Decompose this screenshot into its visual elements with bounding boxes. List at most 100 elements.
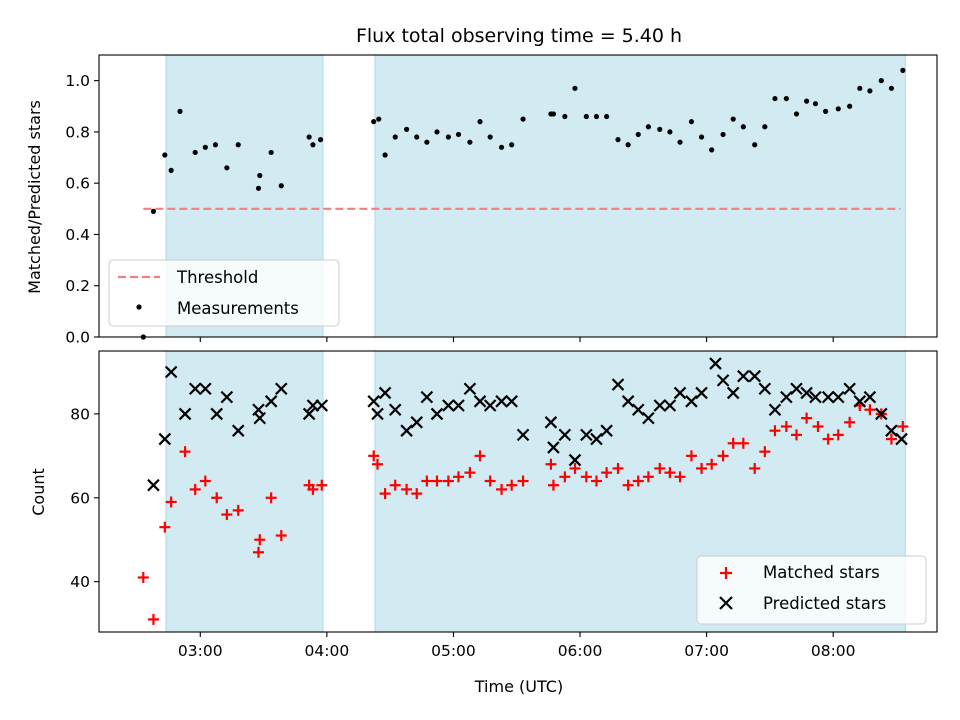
- measurement-point: [730, 116, 736, 122]
- x-stroke: [516, 428, 530, 442]
- shaded-interval-0: [166, 351, 324, 632]
- matched-star-point: [674, 471, 686, 483]
- measurement-point: [783, 95, 789, 102]
- predicted-star-point: [516, 428, 530, 442]
- x-stroke: [315, 399, 329, 412]
- y-tick-label: 0.8: [65, 123, 90, 141]
- measurement-point: [709, 147, 715, 153]
- predicted-star-point: [875, 407, 888, 421]
- predicted-star-point: [885, 424, 898, 437]
- x-stroke: [158, 432, 172, 446]
- x-stroke: [473, 395, 487, 408]
- predicted-star-point: [653, 399, 667, 412]
- measurement-point: [878, 78, 884, 84]
- predicted-star-point: [178, 407, 192, 421]
- matched-star-point: [696, 462, 708, 474]
- measurement-point: [593, 113, 600, 120]
- x-stroke: [642, 411, 655, 425]
- x-stroke: [495, 395, 508, 408]
- predicted-star-point: [388, 403, 402, 416]
- x-stroke: [590, 432, 603, 446]
- matched-star-point: [368, 450, 380, 462]
- matched-star-point: [199, 475, 211, 487]
- x-stroke: [452, 399, 465, 412]
- measurement-point: [615, 137, 621, 143]
- x-tick-label: 07:00: [684, 642, 729, 660]
- y-tick-label: 80: [70, 405, 90, 423]
- matched-star-point: [421, 475, 433, 487]
- x-stroke: [147, 478, 160, 492]
- count-axes: 40 60 80 03:00 04:00 05:00 06:00 07:00 08:00: [70, 350, 938, 660]
- predicted-star-point: [631, 403, 645, 416]
- ratio-legend-box: [108, 259, 340, 327]
- x-stroke: [621, 395, 635, 408]
- x-stroke: [758, 382, 772, 396]
- x-tick-label: 05:00: [431, 642, 476, 660]
- predicted-star-point: [821, 390, 835, 404]
- x-stroke: [809, 390, 822, 404]
- matched-star-points: [137, 400, 909, 625]
- measurement-point: [762, 124, 768, 130]
- measurement-point: [382, 152, 388, 158]
- matched-star-point: [371, 458, 383, 470]
- x-tick-label: 08:00: [811, 642, 856, 660]
- matched-star-point: [137, 571, 149, 583]
- matched-star-point: [211, 492, 223, 504]
- predicted-star-point: [800, 386, 813, 400]
- measurement-point: [657, 126, 663, 132]
- x-stroke: [442, 399, 455, 412]
- measurement-point: [645, 124, 651, 130]
- predicted-star-point: [716, 374, 730, 387]
- matched-star-point: [759, 446, 771, 458]
- x-stroke: [210, 407, 224, 421]
- measurement-point: [317, 137, 324, 143]
- x-stroke: [178, 407, 192, 421]
- predicted-star-point: [430, 407, 444, 421]
- y-tick-label: 1.0: [65, 72, 90, 90]
- x-stroke: [748, 369, 761, 383]
- predicted-star-point: [621, 395, 635, 408]
- measurement-point: [162, 152, 168, 158]
- measurement-point: [804, 98, 810, 104]
- matched-star-point: [389, 479, 401, 491]
- measurement-point: [434, 129, 440, 135]
- matched-star-point: [717, 450, 729, 462]
- x-stroke: [875, 407, 888, 421]
- measurement-point: [414, 134, 420, 140]
- matched-star-point: [474, 450, 486, 462]
- measurement-point: [477, 119, 483, 125]
- x-stroke: [768, 403, 782, 416]
- predicted-star-point: [463, 382, 477, 396]
- matched-star-point: [685, 450, 697, 462]
- predicted-star-point: [275, 382, 288, 396]
- predicted-star-point: [790, 382, 803, 396]
- matched-star-point: [307, 483, 319, 495]
- y-tick-label: 40: [70, 573, 90, 591]
- x-stroke: [400, 424, 413, 437]
- x-stroke: [220, 390, 234, 404]
- x-stroke: [685, 395, 698, 408]
- matched-star-point: [547, 479, 559, 491]
- measurement-point: [550, 111, 557, 117]
- predicted-star-point: [147, 478, 160, 492]
- matched-star-point: [221, 509, 233, 521]
- matched-star-point: [780, 420, 792, 432]
- y-tick-label: 0.4: [65, 226, 90, 244]
- measurement-point: [445, 134, 451, 140]
- matched-star-point: [316, 479, 328, 491]
- matched-star-point: [897, 420, 909, 432]
- predicted-star-point: [371, 407, 384, 421]
- matched-star-point: [442, 475, 454, 487]
- x-stroke: [302, 407, 316, 421]
- predicted-star-point: [853, 395, 867, 408]
- matched-star-point: [464, 467, 476, 479]
- predicted-star-point: [831, 390, 845, 404]
- predicted-star-point: [253, 411, 267, 425]
- x-stroke: [378, 386, 392, 400]
- measurement-point: [310, 142, 316, 148]
- predicted-star-point: [410, 416, 424, 429]
- matched-star-point: [632, 475, 644, 487]
- matched-star-point: [165, 496, 177, 508]
- x-stroke: [264, 395, 278, 408]
- predicted-star-point: [590, 432, 603, 446]
